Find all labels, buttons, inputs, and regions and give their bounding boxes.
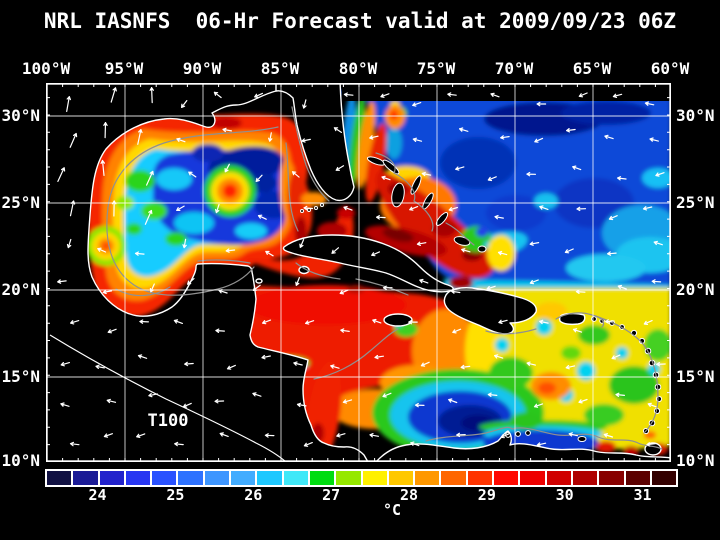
lon-tick-label: 85°W [260, 59, 300, 78]
lon-tick-label: 70°W [494, 59, 534, 78]
colorbar-tick-label: 29 [477, 486, 496, 504]
pacific-coastline [49, 334, 287, 462]
land-jamaica [383, 313, 413, 327]
land-cozumel [255, 278, 263, 284]
colorbar-segment [625, 471, 652, 485]
lon-tick-label: 60°W [650, 59, 690, 78]
colorbar-segment [362, 471, 389, 485]
lat-tick-label: 15°N [1, 367, 40, 386]
land-puerto-rico [558, 312, 586, 326]
colorbar-segment [125, 471, 153, 485]
land-south-america [375, 430, 671, 462]
top-longitude-axis: 100°W 95°W 90°W 85°W 80°W 75°W 70°W 65°W… [0, 59, 720, 79]
colorbar-segment [309, 471, 337, 485]
colorbar-tick-label: 25 [166, 486, 185, 504]
colorbar-tick-label: 28 [399, 486, 418, 504]
lat-tick-label: 15°N [676, 367, 715, 386]
frame-ticks [46, 83, 671, 462]
lat-tick-label: 20°N [1, 280, 40, 299]
map-frame [46, 83, 671, 462]
colorbar-tick-label: 27 [322, 486, 341, 504]
colorbar-segment [336, 471, 363, 485]
lat-tick-label: 25°N [1, 193, 40, 212]
colorbar-segment [178, 471, 205, 485]
lat-tick-label: 10°N [1, 451, 40, 470]
land-north-central-america [46, 83, 369, 462]
lon-tick-label: 90°W [182, 59, 222, 78]
forecast-map: T100 [46, 83, 671, 462]
colorbar-segment [99, 471, 126, 485]
colorbar-segment [415, 471, 442, 485]
colorbar-segment [651, 471, 677, 485]
colorbar-tick-label: 31 [633, 486, 652, 504]
land-isle-of-youth [298, 265, 310, 275]
colorbar-segment [152, 471, 179, 485]
colorbar-segment [47, 471, 74, 485]
wind-arrow-field [57, 87, 666, 447]
lat-tick-label: 30°N [676, 106, 715, 125]
lon-tick-label: 100°W [21, 59, 71, 78]
lat-tick-label: 30°N [1, 106, 40, 125]
colorbar-segment [257, 471, 284, 485]
land-florida [275, 83, 355, 202]
colorbar-segment [546, 471, 573, 485]
colorbar-segment [283, 471, 310, 485]
colorbar-tick-label: 26 [244, 486, 263, 504]
colorbar-segment [572, 471, 600, 485]
small-islands [300, 156, 663, 442]
bathymetry-contours [106, 106, 663, 450]
lon-tick-label: 65°W [572, 59, 612, 78]
colorbar-tick-label: 30 [555, 486, 574, 504]
colorbar-segment [441, 471, 468, 485]
colorbar-segments [47, 471, 677, 485]
colorbar-segment [599, 471, 626, 485]
lat-tick-label: 25°N [676, 193, 715, 212]
land-masses [46, 83, 671, 462]
lon-tick-label: 75°W [416, 59, 456, 78]
colorbar-segment [494, 471, 521, 485]
colorbar-unit-label: °C [382, 501, 402, 519]
no-data-band [342, 83, 671, 101]
plot-title: NRL IASNFS 06-Hr Forecast valid at 2009/… [43, 9, 677, 33]
lat-tick-label: 20°N [676, 280, 715, 299]
lon-tick-label: 95°W [104, 59, 144, 78]
colorbar-segment [73, 471, 100, 485]
colorbar-tick-label: 24 [88, 486, 107, 504]
depth-annotation: T100 [148, 411, 189, 431]
colorbar-tick-labels: 24 25 26 27 28 29 30 31 [45, 486, 678, 504]
graticule [46, 83, 671, 462]
colorbar-segment [388, 471, 416, 485]
colorbar [45, 469, 678, 487]
lon-tick-label: 80°W [338, 59, 378, 78]
lat-tick-label: 10°N [676, 451, 715, 470]
colorbar-segment [520, 471, 547, 485]
map-canvas: T100 [46, 83, 671, 462]
colorbar-segment [231, 471, 258, 485]
colorbar-segment [204, 471, 232, 485]
colorbar-segment [467, 471, 495, 485]
